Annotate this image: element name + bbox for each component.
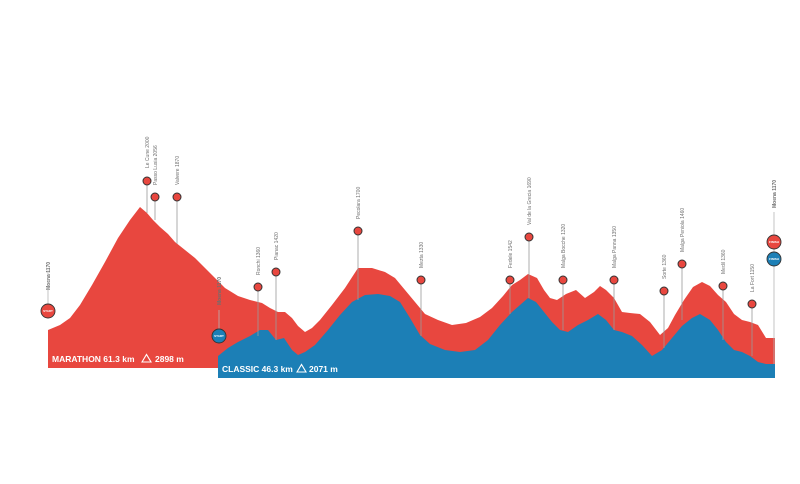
waypoint-pin-icon [416,275,426,285]
waypoint-moena-start-marathon: Moena 1170 [46,262,52,290]
classic-climb-label: 2071 m [309,364,338,374]
marathon-course-label: MARATHON 61.3 km 2898 m [52,353,184,364]
waypoint-le-cune: Le Cune 2000 [142,136,152,213]
waypoint-pin-icon [524,232,534,242]
waypoint-label: Moena 1170 [772,180,778,208]
waypoint-pin-icon [172,192,182,202]
waypoint-label: Medil 1360 [721,249,727,274]
waypoint-malga-panna: Malga Panna 1350 [609,226,619,330]
waypoint-label: Moena 1170 [46,262,52,290]
svg-text:START: START [214,334,224,338]
waypoint-label: Sorte 1360 [662,254,668,279]
waypoint-label: Moena 1170 [217,277,223,305]
svg-text:FINISH: FINISH [769,240,779,244]
waypoint-label: Pianac 1420 [274,232,280,260]
waypoint-ronchi: Ronchi 1360 [253,247,263,336]
triangle-up-icon [296,363,307,373]
waypoint-fedele: Fedele 1542 [505,240,515,314]
waypoint-label: Le Cune 2000 [145,136,151,168]
waypoint-pin-icon [747,299,757,309]
classic-course-label: CLASSIC 46.3 km 2071 m [222,363,338,374]
marathon-climb-label: 2898 m [155,354,184,364]
classic-finish-marker: FINISH [766,251,782,364]
waypoint-label: Malga Bocche 1320 [561,224,567,268]
waypoint-valvere: Valvere 1870 [172,156,182,244]
waypoint-pin-icon [677,259,687,269]
waypoint-mezta: Mezta 1330 [416,242,426,336]
waypoint-label: Valvere 1870 [175,156,181,185]
waypoint-moena-start-classic: Moena 1170 [217,277,223,305]
waypoint-la-fort: La Fort 1150 [747,264,757,356]
waypoint-layer: Moena 1170 Le Cune 2000 Passo Lusia 2056 Va… [46,136,778,356]
waypoint-pin-icon [271,267,281,277]
waypoint-pin-icon [150,192,160,202]
waypoint-pin-icon [558,275,568,285]
marathon-start-marker: START [40,272,56,319]
waypoint-label: Mezta 1330 [419,242,425,268]
waypoint-pin-icon [353,226,363,236]
classic-distance-label: CLASSIC 46.3 km [222,364,293,374]
waypoint-pin-icon [718,281,728,291]
waypoint-sorte: Sorte 1360 [659,254,669,348]
marathon-finish-marker: FINISH [766,212,782,252]
waypoint-pianac: Pianac 1420 [271,232,281,340]
triangle-up-icon [141,353,152,363]
waypoint-label: Malga Peniola 1460 [680,208,686,252]
waypoint-pin-icon [253,282,263,292]
waypoint-label: Malga Panna 1350 [612,226,618,268]
waypoint-pin-icon [659,286,669,296]
waypoint-passo-lusia: Passo Lusia 2056 [150,145,160,220]
svg-text:FINISH: FINISH [769,257,779,261]
waypoint-pecolara: Pecolara 1700 [353,187,363,300]
waypoint-pin-icon [609,275,619,285]
classic-profile-area [218,294,775,378]
waypoint-val-de-la-grecia: Val de la Grecia 1690 [524,177,534,298]
svg-text:START: START [43,309,53,313]
waypoint-label: Passo Lusia 2056 [153,145,159,185]
waypoint-label: Pecolara 1700 [356,187,362,219]
waypoint-label: La Fort 1150 [750,264,756,292]
waypoint-pin-icon [142,176,152,186]
waypoint-pin-icon [505,275,515,285]
waypoint-malga-peniola: Malga Peniola 1460 [677,208,687,320]
waypoint-medil: Medil 1360 [718,249,728,340]
waypoint-label: Fedele 1542 [508,240,514,268]
waypoint-moena-finish: Moena 1170 [772,180,778,208]
classic-start-marker: START [211,310,227,344]
marathon-distance-label: MARATHON 61.3 km [52,354,135,364]
waypoint-label: Val de la Grecia 1690 [527,177,533,225]
waypoint-malga-bocche: Malga Bocche 1320 [558,224,568,330]
waypoint-label: Ronchi 1360 [256,247,262,275]
